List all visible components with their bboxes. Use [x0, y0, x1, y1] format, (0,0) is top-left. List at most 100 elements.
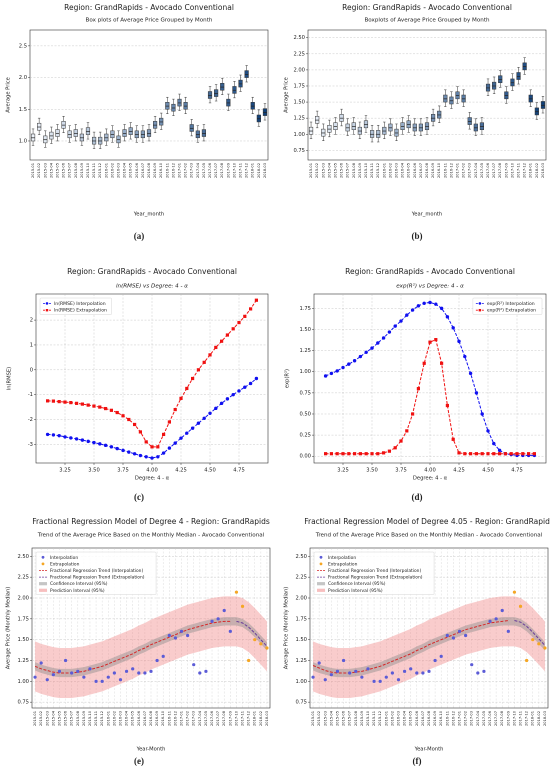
- point: [75, 401, 79, 405]
- point: [74, 437, 79, 441]
- x-tick-label: 2016-05: [409, 711, 413, 726]
- x-tick-label: 2016-05: [129, 163, 133, 178]
- x-tick-label: 2017-05: [204, 711, 208, 726]
- point: [480, 452, 484, 456]
- y-tick-label: 0.75: [295, 700, 307, 706]
- y-axis-label: exp(R²): [285, 369, 291, 388]
- x-tick-label: 2018-02: [259, 711, 263, 726]
- x-tick-label: 2015-08: [76, 710, 80, 726]
- y-tick-label: 2.00: [295, 596, 307, 602]
- y-tick-label: 0: [30, 367, 33, 373]
- y-axis-label: Average Price: [284, 77, 290, 113]
- y-tick-label: 1.25: [17, 658, 29, 664]
- x-tick-label: 2018-03: [265, 711, 269, 726]
- x-tick-label: 2017-05: [480, 163, 484, 178]
- point: [63, 400, 67, 404]
- point: [237, 320, 241, 325]
- chart-subtitle: exp(R²) vs Degree: 4 - α: [396, 283, 464, 290]
- y-tick-label: 1.25: [295, 658, 307, 664]
- y-tick-label: -3: [28, 442, 33, 448]
- point: [156, 455, 160, 459]
- legend-swatch: [478, 302, 482, 305]
- y-axis-label: Average Price (Monthly Median): [6, 587, 12, 670]
- legend-swatch: [39, 588, 47, 592]
- point: [387, 449, 391, 453]
- point: [220, 339, 224, 343]
- x-tick-label: 2016-02: [112, 711, 116, 726]
- legend-label: ln(RMSE) Interpolation: [54, 301, 106, 307]
- y-tick-label: 1.25: [293, 116, 305, 122]
- x-tick-label: 2016-07: [421, 711, 425, 726]
- y-tick-label: 1.50: [293, 100, 305, 106]
- point: [39, 661, 43, 665]
- point: [352, 359, 357, 363]
- point: [434, 302, 438, 306]
- point: [341, 658, 346, 663]
- point: [179, 396, 183, 400]
- point: [259, 642, 263, 646]
- point: [384, 675, 388, 679]
- point: [329, 371, 334, 376]
- point: [191, 376, 195, 381]
- x-tick-label: 2016-01: [104, 163, 108, 178]
- point: [228, 629, 232, 633]
- point: [422, 361, 426, 365]
- point: [492, 452, 496, 456]
- point: [409, 667, 413, 671]
- point: [463, 354, 467, 359]
- point: [463, 452, 467, 456]
- x-tick-label: 2017-06: [210, 710, 214, 726]
- point: [354, 669, 358, 673]
- y-tick-label: 1.75: [295, 616, 307, 622]
- x-tick-label: 2017-12: [247, 711, 251, 726]
- x-tick-label: 2018-02: [537, 711, 541, 726]
- x-tick-label: 2015-04: [327, 162, 331, 178]
- y-tick-label: 1.50: [299, 327, 311, 333]
- x-tick-label: 4.25: [453, 468, 465, 474]
- x-tick-label: 2015-07: [346, 163, 350, 178]
- point: [70, 671, 74, 675]
- point: [376, 341, 380, 345]
- x-tick-label: 2015-10: [88, 710, 92, 726]
- x-axis-label: Degree: 4 - α: [135, 476, 170, 482]
- point: [428, 340, 432, 344]
- point: [445, 315, 450, 319]
- chart-subtitle: Trend of the Average Price Based on the …: [315, 533, 543, 539]
- point: [440, 361, 444, 365]
- point: [360, 675, 364, 679]
- x-tick-label: 2017-03: [470, 711, 474, 726]
- point: [173, 636, 178, 640]
- x-tick-label: 2017-10: [232, 162, 236, 178]
- legend-swatch: [319, 555, 323, 559]
- point: [482, 669, 486, 673]
- point: [470, 663, 474, 667]
- point: [399, 439, 403, 443]
- chart-subtitle: Boxplots of Average Price Grouped by Mon…: [364, 18, 490, 24]
- x-tick-label: 2017-11: [241, 711, 245, 726]
- point: [439, 306, 444, 311]
- x-tick-label: 2015-04: [51, 710, 55, 726]
- point: [144, 455, 148, 459]
- x-tick-label: 2017-02: [462, 163, 466, 178]
- point: [451, 437, 455, 441]
- x-tick-label: 2015-11: [372, 711, 376, 726]
- y-tick-label: 2.5: [19, 43, 27, 49]
- x-tick-label: 2015-05: [57, 711, 61, 726]
- point: [80, 438, 85, 442]
- x-tick-label: 2016-10: [161, 710, 165, 726]
- x-tick-label: 2015-10: [366, 710, 370, 726]
- x-tick-label: 2017-08: [500, 710, 504, 726]
- legend-label: Fractional Regression Trend (Interpolati…: [50, 568, 143, 574]
- y-tick-label: 2.50: [17, 554, 29, 560]
- x-tick-label: 2015-10: [86, 162, 90, 178]
- x-tick-label: 2018-01: [253, 711, 257, 726]
- caption: (d): [412, 492, 423, 502]
- point: [237, 389, 241, 393]
- x-axis-label: Year_month: [411, 212, 442, 218]
- x-tick-label: 2017-08: [222, 710, 226, 726]
- y-tick-label: 1.75: [299, 306, 311, 312]
- x-tick-label: 2015-07: [68, 163, 72, 178]
- point: [167, 633, 171, 638]
- point: [422, 301, 426, 305]
- x-tick-label: 2015-01: [309, 163, 313, 178]
